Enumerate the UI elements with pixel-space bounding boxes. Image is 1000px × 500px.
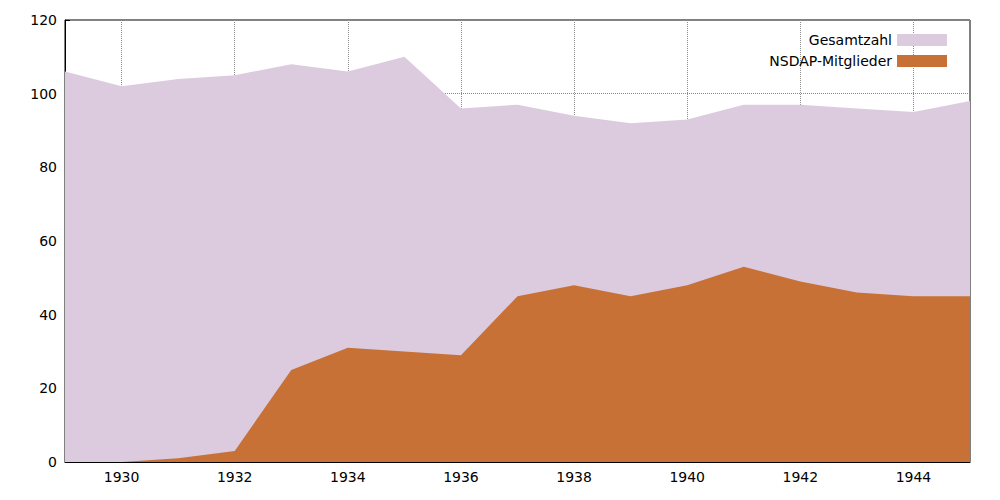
svg-text:Gesamtzahl: Gesamtzahl	[809, 32, 892, 48]
svg-text:1944: 1944	[896, 469, 932, 485]
svg-text:80: 80	[39, 159, 57, 175]
svg-text:1938: 1938	[556, 469, 592, 485]
svg-text:40: 40	[39, 307, 57, 323]
svg-text:1930: 1930	[104, 469, 140, 485]
svg-text:1932: 1932	[217, 469, 253, 485]
svg-text:100: 100	[30, 86, 57, 102]
svg-text:1942: 1942	[782, 469, 818, 485]
svg-text:1934: 1934	[330, 469, 366, 485]
svg-text:20: 20	[39, 380, 57, 396]
svg-text:0: 0	[48, 454, 57, 470]
svg-text:120: 120	[30, 12, 57, 28]
svg-text:60: 60	[39, 233, 57, 249]
svg-text:1940: 1940	[669, 469, 705, 485]
svg-text:NSDAP-Mitglieder: NSDAP-Mitglieder	[769, 53, 892, 69]
svg-text:1936: 1936	[443, 469, 479, 485]
